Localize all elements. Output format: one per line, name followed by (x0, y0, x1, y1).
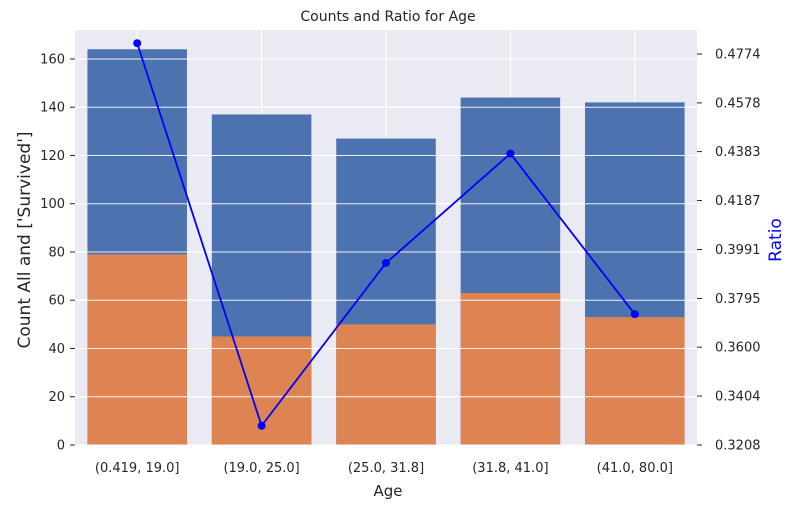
y2-tick-label: 0.4187 (715, 194, 761, 209)
y2-tick-label: 0.4578 (715, 96, 761, 111)
y-tick-label: 0 (57, 439, 65, 454)
y-tick-label: 160 (40, 52, 65, 67)
y2-tick-label: 0.3795 (715, 292, 761, 307)
y-tick-label: 140 (40, 101, 65, 116)
y-tick-label: 20 (48, 390, 65, 405)
x-axis-label: Age (373, 482, 402, 500)
ratio-point (630, 310, 639, 319)
bar-series-1 (585, 317, 685, 445)
x-tick-label: (25.0, 31.8] (348, 461, 424, 476)
ratio-point (382, 258, 390, 267)
x-tick-label: (19.0, 25.0] (223, 461, 299, 476)
y-tick-label: 80 (48, 245, 65, 260)
ratio-point (257, 421, 266, 430)
x-tick-label: (31.8, 41.0] (472, 461, 548, 476)
axes: 0 20 40 60 80 100 120 140 160 0.3208 0.3404 0.3600 0… (40, 47, 760, 476)
y2-tick-label: 0.3991 (715, 243, 761, 258)
x-tick-label: (0.419, 19.0] (95, 461, 180, 476)
y2-tick-label: 0.3404 (715, 390, 761, 405)
y2-tick-label: 0.3208 (715, 439, 761, 454)
y-axis-label: Count All and ['Survived'] (15, 131, 35, 348)
bars (75, 49, 697, 446)
y-tick-label: 100 (40, 197, 65, 212)
ratio-point (506, 149, 515, 158)
ratio-point (133, 39, 142, 48)
y2-tick-label: 0.3600 (715, 341, 761, 356)
y-tick-label: 60 (48, 294, 65, 309)
y2-axis-label: Ratio (766, 218, 786, 262)
y-tick-label: 120 (40, 149, 65, 164)
y2-tick-label: 0.4774 (715, 47, 761, 62)
bar-series-1 (87, 254, 187, 445)
bar-series-1 (460, 292, 561, 445)
x-tick-label: (41.0, 80.0] (597, 461, 673, 476)
y-tick-label: 40 (48, 342, 65, 357)
y2-tick-label: 0.4383 (715, 145, 761, 160)
chart-title: Counts and Ratio for Age (300, 9, 475, 25)
ratio-line-layer (133, 39, 639, 430)
bar-series-1 (336, 324, 436, 445)
